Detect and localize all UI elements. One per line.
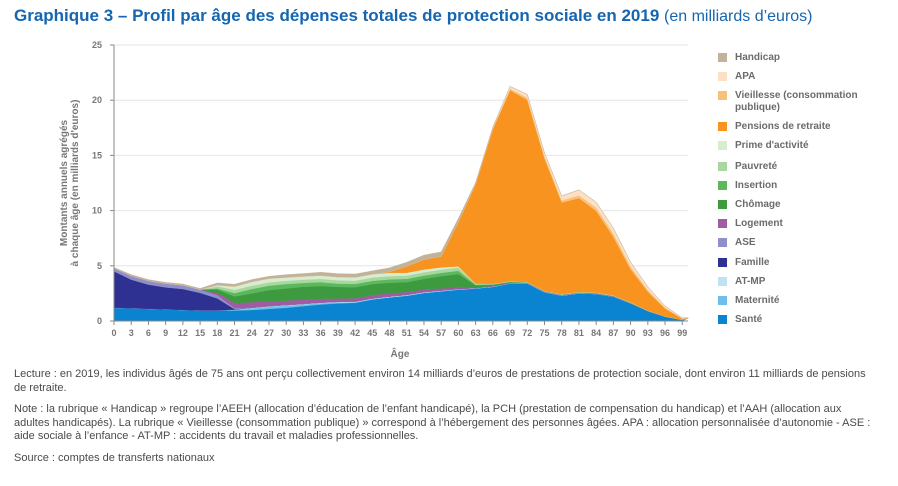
legend-label: Santé: [735, 314, 763, 325]
x-tick-label: 15: [195, 328, 205, 338]
legend-swatch: [718, 141, 727, 150]
chart-title-unit: (en milliards d’euros): [664, 8, 813, 25]
x-tick-label: 93: [643, 328, 653, 338]
legend-swatch: [718, 277, 727, 286]
legend-label: AT-MP: [735, 276, 766, 287]
x-tick-label: 63: [471, 328, 481, 338]
legend-swatch: [718, 238, 727, 247]
legend-label: Vieillesse (consommation publique): [735, 90, 858, 113]
x-tick-label: 21: [230, 328, 240, 338]
y-axis-label-line: à chaque âge (en milliards d'euros): [70, 100, 81, 267]
x-tick-label: 48: [385, 328, 395, 338]
legend-label: Pauvreté: [735, 161, 778, 172]
y-axis-label: Montants annuels agrégésà chaque âge (en…: [59, 100, 81, 267]
note-source: Source : comptes de transferts nationaux: [14, 451, 215, 464]
legend-item: Vieillesse (consommation publique): [718, 90, 888, 114]
legend-swatch: [718, 258, 727, 267]
legend-label: ASE: [735, 237, 756, 248]
legend-swatch: [718, 315, 727, 324]
legend-swatch: [718, 72, 727, 81]
legend-swatch: [718, 296, 727, 305]
legend-item: Santé: [718, 314, 888, 325]
legend-label: Handicap: [735, 52, 781, 63]
legend-item: Insertion: [718, 180, 888, 191]
legend-label: Famille: [735, 257, 770, 268]
x-tick-label: 51: [402, 328, 412, 338]
legend-item: Logement: [718, 218, 888, 229]
x-tick-label: 75: [539, 328, 549, 338]
legend-item: Handicap: [718, 52, 888, 63]
x-tick-label: 33: [298, 328, 308, 338]
y-tick-label: 10: [92, 206, 102, 216]
legend-item: AT-MP: [718, 276, 888, 287]
x-tick-label: 72: [522, 328, 532, 338]
legend-item: Maternité: [718, 295, 888, 306]
x-tick-label: 78: [557, 328, 567, 338]
x-tick-label: 60: [453, 328, 463, 338]
legend-item: Pensions de retraite: [718, 121, 888, 132]
x-tick-label: 9: [163, 328, 168, 338]
legend-swatch: [718, 91, 727, 100]
x-tick-label: 99: [677, 328, 687, 338]
legend-label: APA: [735, 71, 756, 82]
area-handicap: [113, 86, 689, 319]
y-tick-label: 25: [92, 40, 102, 50]
legend-label: Chômage: [735, 199, 781, 210]
chart-title: Graphique 3 – Profil par âge des dépense…: [14, 6, 813, 26]
legend-swatch: [718, 162, 727, 171]
x-tick-label: 66: [488, 328, 498, 338]
x-tick-label: 45: [367, 328, 377, 338]
x-tick-label: 36: [316, 328, 326, 338]
x-tick-label: 54: [419, 328, 429, 338]
legend-label: Logement: [735, 218, 783, 229]
y-tick-label: 20: [92, 95, 102, 105]
y-tick-label: 5: [97, 261, 102, 271]
y-tick-label: 0: [97, 316, 102, 326]
legend-item: Prime d'activité: [718, 140, 888, 151]
x-tick-label: 18: [212, 328, 222, 338]
chart-title-main: Graphique 3 – Profil par âge des dépense…: [14, 6, 660, 25]
legend-swatch: [718, 53, 727, 62]
x-tick-label: 24: [247, 328, 257, 338]
x-tick-label: 42: [350, 328, 360, 338]
notes: Lecture : en 2019, les individus âgés de…: [14, 368, 874, 473]
x-tick-label: 6: [146, 328, 151, 338]
legend-item: Pauvreté: [718, 161, 888, 172]
note-lecture: Lecture : en 2019, les individus âgés de…: [14, 368, 866, 394]
x-tick-label: 57: [436, 328, 446, 338]
legend-label: Pensions de retraite: [735, 121, 831, 132]
x-axis-label: Âge: [391, 347, 410, 360]
x-tick-label: 81: [574, 328, 584, 338]
x-tick-label: 87: [608, 328, 618, 338]
legend-item: APA: [718, 71, 888, 82]
legend-swatch: [718, 200, 727, 209]
legend-label: Prime d'activité: [735, 140, 809, 151]
legend-label: Maternité: [735, 295, 780, 306]
note-definitions: Note : la rubrique « Handicap » regroupe…: [14, 403, 871, 442]
x-tick-label: 84: [591, 328, 601, 338]
y-axis-label-line: Montants annuels agrégés: [59, 119, 70, 246]
x-tick-label: 27: [264, 328, 274, 338]
x-tick-label: 3: [129, 328, 134, 338]
x-tick-label: 12: [178, 328, 188, 338]
y-tick-label: 15: [92, 150, 102, 160]
legend-swatch: [718, 181, 727, 190]
legend-item: ASE: [718, 237, 888, 248]
legend-swatch: [718, 219, 727, 228]
x-tick-label: 90: [626, 328, 636, 338]
x-tick-label: 0: [111, 328, 116, 338]
x-tick-label: 30: [281, 328, 291, 338]
legend-item: Chômage: [718, 199, 888, 210]
x-tick-label: 69: [505, 328, 515, 338]
legend-item: Famille: [718, 257, 888, 268]
legend-swatch: [718, 122, 727, 131]
x-tick-label: 96: [660, 328, 670, 338]
legend-label: Insertion: [735, 180, 778, 191]
x-tick-label: 39: [333, 328, 343, 338]
